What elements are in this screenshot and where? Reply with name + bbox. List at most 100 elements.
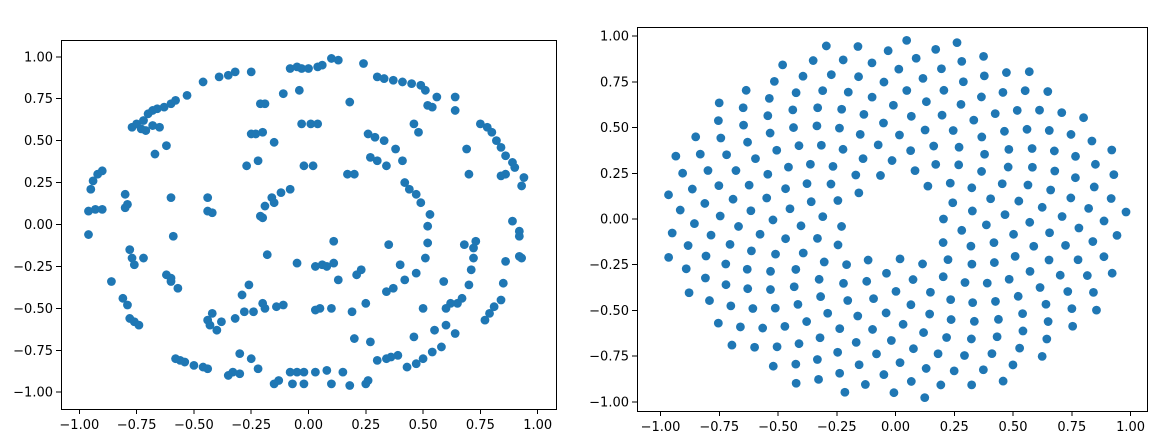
data-point bbox=[361, 298, 371, 308]
data-point bbox=[255, 99, 265, 109]
data-point bbox=[230, 314, 240, 323]
data-point bbox=[1071, 173, 1080, 183]
data-point bbox=[713, 116, 723, 126]
data-point bbox=[439, 277, 449, 286]
data-point bbox=[1022, 124, 1032, 134]
data-point bbox=[833, 347, 843, 357]
data-point bbox=[258, 298, 268, 308]
data-point bbox=[363, 129, 373, 139]
data-point bbox=[411, 268, 421, 278]
data-point bbox=[1061, 240, 1070, 250]
data-point bbox=[888, 100, 898, 110]
data-point bbox=[798, 248, 808, 258]
data-point bbox=[1000, 126, 1009, 136]
data-point bbox=[967, 206, 977, 216]
data-point bbox=[327, 303, 336, 313]
data-point bbox=[919, 328, 928, 337]
data-point bbox=[854, 188, 864, 198]
data-point bbox=[952, 38, 962, 48]
data-point bbox=[793, 299, 803, 309]
data-point bbox=[162, 270, 171, 280]
data-point bbox=[207, 208, 217, 218]
data-point bbox=[166, 193, 176, 203]
data-point bbox=[818, 86, 828, 96]
data-point bbox=[969, 115, 979, 125]
data-point bbox=[681, 264, 691, 274]
data-point bbox=[361, 379, 371, 389]
data-point bbox=[887, 156, 897, 165]
data-point bbox=[1050, 166, 1060, 176]
data-point bbox=[139, 116, 148, 125]
data-point bbox=[1025, 267, 1035, 276]
data-point bbox=[510, 163, 520, 172]
data-point bbox=[734, 222, 743, 231]
data-point bbox=[772, 342, 782, 352]
data-point bbox=[1084, 203, 1094, 213]
data-point bbox=[464, 280, 474, 290]
data-point bbox=[420, 85, 430, 95]
data-point bbox=[816, 292, 826, 301]
data-point bbox=[1099, 252, 1109, 262]
data-point bbox=[90, 205, 100, 214]
data-point bbox=[329, 258, 339, 268]
data-point bbox=[418, 354, 428, 364]
data-point bbox=[1042, 334, 1052, 344]
points-layer bbox=[664, 35, 1131, 403]
data-point bbox=[664, 190, 673, 200]
data-point bbox=[84, 230, 93, 239]
data-point bbox=[1004, 274, 1014, 284]
data-point bbox=[391, 144, 400, 154]
data-point bbox=[966, 334, 976, 344]
data-point bbox=[791, 378, 801, 388]
x-tick-label: −0.25 bbox=[817, 420, 857, 435]
data-point bbox=[835, 368, 845, 378]
data-point bbox=[249, 307, 258, 317]
data-point bbox=[998, 88, 1008, 97]
data-point bbox=[862, 276, 872, 286]
data-point bbox=[895, 358, 905, 368]
data-point bbox=[1067, 304, 1077, 314]
data-point bbox=[1089, 182, 1099, 192]
data-point bbox=[317, 60, 327, 70]
data-point bbox=[1045, 228, 1054, 238]
data-point bbox=[430, 325, 439, 335]
data-point bbox=[906, 377, 916, 386]
data-point bbox=[957, 56, 967, 66]
data-point bbox=[127, 253, 137, 263]
data-point bbox=[327, 54, 336, 63]
data-point bbox=[715, 211, 725, 221]
data-point bbox=[246, 354, 256, 364]
data-point bbox=[294, 85, 304, 95]
data-point bbox=[450, 92, 460, 102]
data-point bbox=[173, 283, 183, 293]
y-tick-label: 1.00 bbox=[600, 30, 629, 45]
data-point bbox=[171, 95, 180, 105]
data-point bbox=[246, 129, 256, 139]
data-point bbox=[253, 156, 263, 166]
data-point bbox=[441, 303, 451, 313]
data-point bbox=[909, 344, 918, 354]
x-tick-label: −1.00 bbox=[59, 418, 99, 433]
data-point bbox=[382, 354, 391, 364]
data-point bbox=[304, 64, 313, 73]
x-axis-ticks: −1.00 −0.75 −0.50 −0.25 0.00 0.25 0.50 0.75 1.00 bbox=[641, 411, 1145, 435]
data-point bbox=[966, 241, 976, 251]
data-point bbox=[404, 184, 414, 194]
y-tick-label: −0.50 bbox=[589, 304, 629, 319]
data-point bbox=[851, 170, 861, 180]
data-point bbox=[382, 287, 391, 296]
data-point bbox=[1000, 210, 1010, 220]
data-point bbox=[214, 72, 224, 82]
data-point bbox=[721, 259, 731, 269]
data-point bbox=[813, 103, 823, 113]
data-point bbox=[1121, 207, 1131, 217]
data-point bbox=[285, 184, 295, 194]
data-point bbox=[288, 379, 297, 389]
data-point bbox=[1023, 180, 1033, 190]
data-point bbox=[819, 257, 829, 267]
data-point bbox=[1043, 317, 1053, 326]
data-point bbox=[794, 141, 804, 151]
data-point bbox=[891, 287, 901, 296]
data-point bbox=[489, 302, 499, 312]
